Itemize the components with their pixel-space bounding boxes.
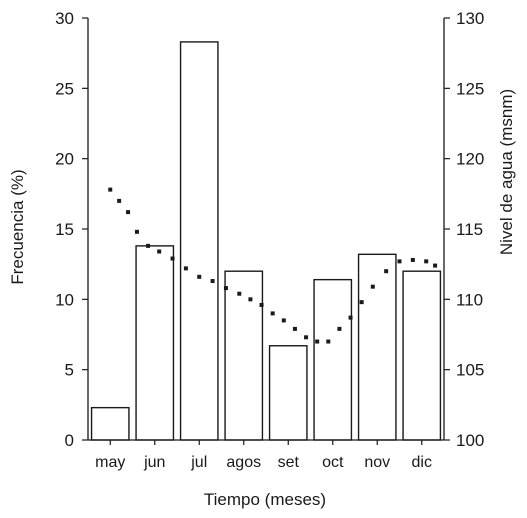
- x-tick-label: may: [95, 454, 125, 471]
- water-level-point: [304, 335, 309, 340]
- water-level-point: [223, 286, 228, 291]
- water-level-point: [134, 229, 139, 234]
- y-tick-label-right: 130: [456, 9, 484, 28]
- ticks-group: 0 5 10 15 20 25 30 100 105 110 115 120 125 130 may jun j…: [55, 9, 484, 471]
- y-tick-label-left: 20: [55, 150, 74, 169]
- y-tick-label-left: 0: [65, 431, 74, 450]
- water-level-point: [433, 263, 438, 268]
- water-level-point: [270, 311, 275, 316]
- water-level-point: [348, 315, 353, 320]
- water-level-series: [108, 187, 438, 344]
- y-tick-label-left: 10: [55, 290, 74, 309]
- y-tick-label-right: 120: [456, 150, 484, 169]
- water-level-point: [424, 259, 429, 264]
- water-level-point: [337, 326, 342, 331]
- bar: [357, 253, 397, 441]
- x-tick-label: jul: [190, 454, 207, 471]
- y-tick-label-left: 15: [55, 220, 74, 239]
- bar: [135, 245, 175, 441]
- water-level-point: [126, 210, 131, 215]
- water-level-point: [237, 291, 242, 296]
- water-level-point: [315, 339, 320, 344]
- water-level-point: [370, 284, 375, 289]
- water-level-point: [410, 257, 415, 262]
- water-level-point: [183, 266, 188, 271]
- water-level-point: [326, 339, 331, 344]
- water-level-point: [197, 274, 202, 279]
- water-level-point: [292, 326, 297, 331]
- water-level-point: [157, 249, 162, 254]
- bar: [313, 278, 353, 441]
- x-tick-label: oct: [322, 454, 344, 471]
- bar: [402, 270, 442, 441]
- y-tick-label-right: 115: [456, 220, 483, 239]
- y-tick-label-left: 5: [65, 361, 74, 380]
- y-tick-label-left: 25: [55, 79, 74, 98]
- y-axis-title-right: Nivel de agua (msnm): [497, 89, 516, 255]
- water-level-point: [248, 297, 253, 302]
- bars-group: [90, 41, 442, 441]
- y-axis-title-left: Frecuencia (%): [8, 169, 27, 284]
- water-level-point: [117, 198, 122, 203]
- x-tick-label: set: [278, 454, 300, 471]
- y-tick-label-right: 125: [456, 79, 484, 98]
- x-tick-label: jun: [143, 454, 165, 471]
- x-tick-label: nov: [364, 454, 390, 471]
- bar: [224, 270, 264, 441]
- x-tick-label: agos: [226, 454, 261, 471]
- y-tick-label-right: 100: [456, 431, 484, 450]
- water-level-point: [359, 300, 364, 305]
- water-level-point: [259, 302, 264, 307]
- water-level-point: [397, 259, 402, 264]
- y-tick-label-left: 30: [55, 9, 74, 28]
- water-level-point: [170, 256, 175, 261]
- x-tick-label: dic: [412, 454, 432, 471]
- water-level-point: [210, 279, 215, 284]
- water-level-point: [146, 243, 151, 248]
- bar: [179, 41, 219, 441]
- water-level-point: [108, 187, 113, 192]
- bar: [90, 406, 130, 441]
- bar: [268, 345, 308, 441]
- y-tick-label-right: 110: [456, 290, 483, 309]
- water-level-point: [281, 318, 286, 323]
- x-axis-title: Tiempo (meses): [204, 490, 326, 509]
- water-level-point: [384, 269, 389, 274]
- y-tick-label-right: 105: [456, 361, 484, 380]
